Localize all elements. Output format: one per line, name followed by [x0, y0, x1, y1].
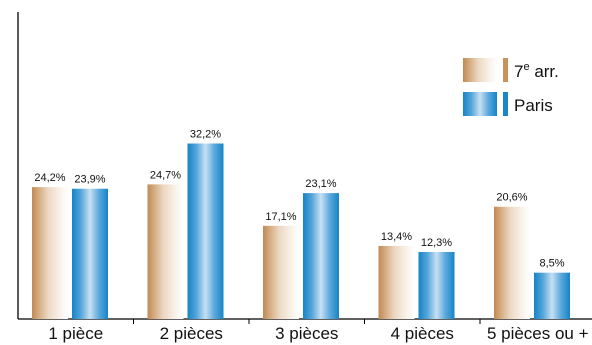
x-tick-label: 4 pièces [391, 324, 454, 343]
x-tick-label: 5 pièces ou + [487, 324, 589, 343]
legend-swatch [463, 58, 497, 82]
x-tick-label: 1 pièce [48, 324, 103, 343]
data-label: 23,1% [305, 178, 336, 190]
x-tick-label: 3 pièces [275, 324, 338, 343]
data-label: 13,4% [381, 231, 412, 243]
bar-arr7 [147, 184, 184, 319]
legend-label: Paris [514, 96, 553, 115]
data-label: 24,7% [150, 169, 181, 181]
bar-arr7 [263, 225, 299, 319]
bar-paris [418, 251, 455, 319]
bar-arr7 [378, 245, 415, 319]
data-label: 12,3% [421, 237, 452, 249]
data-label: 24,2% [34, 172, 65, 184]
bar-arr7 [494, 206, 530, 319]
legend-label: 7e arr. [514, 61, 559, 81]
data-label: 20,6% [496, 192, 527, 204]
bar-paris [534, 272, 570, 319]
legend-marker [503, 92, 508, 116]
data-label: 32,2% [190, 129, 221, 141]
legend-marker [503, 58, 508, 82]
bar-paris [187, 143, 224, 319]
legend-swatch [463, 92, 497, 116]
bar-arr7 [32, 187, 68, 319]
bar-paris [72, 188, 108, 319]
bar-paris [303, 193, 339, 319]
data-label: 23,9% [74, 174, 105, 186]
x-tick-label: 2 pièces [160, 324, 223, 343]
data-label: 8,5% [539, 258, 564, 270]
data-label: 17,1% [265, 211, 296, 223]
